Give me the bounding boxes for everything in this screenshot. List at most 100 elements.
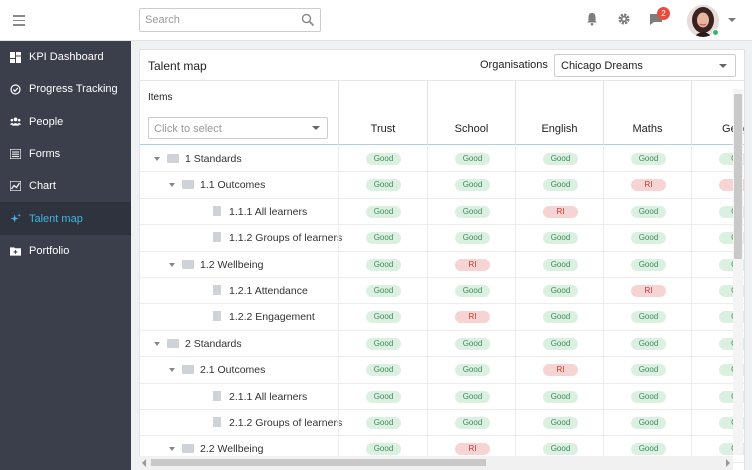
scroll-left-icon[interactable]	[141, 459, 147, 467]
scroll-right-icon[interactable]	[725, 459, 731, 467]
expand-caret-icon[interactable]	[169, 447, 175, 452]
rating-cell[interactable]: Good	[338, 436, 427, 463]
rating-cell[interactable]: Good	[427, 409, 515, 437]
rating-cell[interactable]: Good	[427, 198, 515, 226]
rating-cell[interactable]: Good	[427, 172, 515, 199]
sidebar-item-people[interactable]: People	[0, 106, 131, 138]
rating-cell[interactable]: Good	[603, 251, 691, 278]
avatar[interactable]	[687, 5, 719, 37]
rating-cell[interactable]: Good	[427, 277, 515, 305]
table-row[interactable]: 1.2.1 AttendanceGoodGoodGoodRIGo	[140, 277, 744, 305]
rating-cell[interactable]: RI	[515, 357, 603, 384]
rating-cell[interactable]: Good	[603, 225, 691, 252]
rating-cell[interactable]: RI	[427, 436, 515, 463]
rating-cell[interactable]: Good	[338, 409, 427, 437]
table-row[interactable]: 2.1.2 Groups of learners Good Good Good Good…	[140, 409, 744, 437]
expand-caret-icon[interactable]	[154, 341, 160, 346]
table-row[interactable]: 1.1 OutcomesGoodGoodGoodRIR	[140, 172, 744, 199]
horizontal-scroll-thumb[interactable]	[151, 459, 486, 466]
table-row[interactable]: 2 StandardsGoodGoodGoodGoodGo	[140, 330, 744, 358]
table-row[interactable]: 1.1.1 All learnersGoodGoodRIGoodGo	[140, 198, 744, 226]
rating-cell[interactable]: Good	[515, 146, 603, 173]
expand-caret-icon[interactable]	[169, 183, 175, 188]
rating-cell[interactable]: Good	[603, 198, 691, 226]
rating-cell[interactable]: Good	[338, 277, 427, 305]
rating-cell[interactable]: RI	[603, 172, 691, 199]
rating-cell[interactable]: Good	[338, 225, 427, 252]
rating-cell[interactable]: Good	[515, 251, 603, 278]
rating-cell[interactable]: Good	[515, 304, 603, 331]
rating-cell[interactable]: Good	[338, 383, 427, 410]
rating-cell[interactable]: Good	[603, 409, 691, 437]
expand-caret-icon[interactable]	[169, 262, 175, 267]
rating-cell[interactable]: Good	[515, 225, 603, 252]
sidebar-item-talent-map[interactable]: Talent map	[0, 202, 131, 235]
rating-cell[interactable]: Good	[427, 357, 515, 384]
rating-cell[interactable]: Good	[603, 304, 691, 331]
items-select[interactable]: Click to select	[148, 117, 328, 139]
rating-cell[interactable]: Good	[515, 409, 603, 437]
folder-icon	[182, 259, 194, 269]
rating-cell[interactable]: Good	[338, 304, 427, 331]
rating-cell[interactable]: RI	[427, 251, 515, 278]
expand-caret-icon[interactable]	[169, 368, 175, 373]
table-row[interactable]: 1.2 WellbeingGoodRIGoodGoodGo	[140, 251, 744, 278]
vertical-scrollbar[interactable]	[733, 89, 743, 455]
search-box[interactable]	[139, 8, 321, 32]
organisation-select[interactable]: Chicago Dreams	[554, 54, 736, 77]
sidebar-item-portfolio[interactable]: Portfolio	[0, 235, 131, 267]
rating-cell[interactable]: Good	[338, 251, 427, 278]
rating-cell[interactable]: Good	[338, 330, 427, 358]
rating-cell[interactable]: Good	[515, 436, 603, 463]
column-header[interactable]: Maths	[603, 81, 691, 145]
sidebar-item-chart[interactable]: Chart	[0, 170, 131, 202]
rating-cell[interactable]: RI	[427, 304, 515, 331]
rating-cell[interactable]: Good	[515, 383, 603, 410]
rating-badge-good: Good	[455, 416, 490, 429]
search-icon[interactable]	[301, 13, 315, 27]
column-header[interactable]: School	[427, 81, 515, 145]
rating-cell[interactable]: Good	[603, 330, 691, 358]
rating-cell[interactable]: RI	[603, 277, 691, 305]
rating-cell[interactable]: RI	[515, 198, 603, 226]
rating-cell[interactable]: Good	[515, 330, 603, 358]
rating-cell[interactable]: Good	[338, 198, 427, 226]
column-header[interactable]: Trust	[338, 81, 427, 145]
horizontal-scrollbar[interactable]	[139, 456, 733, 470]
rating-badge-good: Good	[543, 179, 578, 192]
rating-cell[interactable]: Good	[603, 357, 691, 384]
rating-cell[interactable]: Good	[338, 357, 427, 384]
rating-badge-good: Good	[543, 390, 578, 403]
table-row[interactable]: 2.1.1 All learnersGoodGoodGoodGoodGo	[140, 383, 744, 410]
table-row[interactable]: 1 StandardsGoodGoodGoodGoodGo	[140, 146, 744, 173]
rating-cell[interactable]: Good	[338, 146, 427, 173]
rating-badge-good: Good	[455, 232, 490, 245]
sidebar-item-kpi-dashboard[interactable]: KPI Dashboard	[0, 41, 131, 73]
chevron-down-icon[interactable]	[728, 18, 736, 22]
rating-cell[interactable]: Good	[338, 172, 427, 199]
rating-cell[interactable]: Good	[603, 146, 691, 173]
rating-cell[interactable]: Good	[515, 277, 603, 305]
rating-cell[interactable]: Good	[427, 383, 515, 410]
rating-cell[interactable]: Good	[515, 172, 603, 199]
rating-cell[interactable]: Good	[427, 146, 515, 173]
table-row[interactable]: 2.1 OutcomesGoodGoodRIGoodGo	[140, 357, 744, 384]
rating-cell[interactable]: Good	[603, 383, 691, 410]
column-header[interactable]: English	[515, 81, 603, 145]
rating-cell[interactable]: Good	[603, 436, 691, 463]
document-icon	[213, 390, 221, 401]
table-row[interactable]: 1.1.2 Groups of learners Good Good Good Good…	[140, 225, 744, 252]
bell-icon[interactable]	[586, 12, 598, 26]
sidebar-item-forms[interactable]: Forms	[0, 138, 131, 170]
rating-badge-good: Good	[366, 205, 401, 218]
menu-icon[interactable]	[13, 15, 25, 26]
rating-cell[interactable]: Good	[427, 330, 515, 358]
search-input[interactable]	[145, 9, 295, 31]
organisations-label: Organisations	[480, 59, 548, 71]
rating-cell[interactable]: Good	[427, 225, 515, 252]
gear-icon[interactable]	[617, 12, 631, 26]
vertical-scroll-thumb[interactable]	[734, 94, 742, 259]
sidebar-item-progress-tracking[interactable]: Progress Tracking	[0, 73, 131, 105]
expand-caret-icon[interactable]	[154, 157, 160, 161]
table-row[interactable]: 1.2.2 EngagementGoodRIGoodGoodGo	[140, 304, 744, 331]
